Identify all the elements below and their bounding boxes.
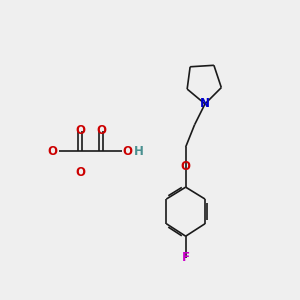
Text: O: O [48,145,58,158]
Text: O: O [75,166,85,179]
Text: O: O [122,145,132,158]
Text: O: O [75,124,85,137]
Text: O: O [181,160,191,173]
Text: O: O [96,124,106,137]
Text: N: N [200,98,210,110]
Text: H: H [134,145,144,158]
Text: F: F [182,251,190,264]
